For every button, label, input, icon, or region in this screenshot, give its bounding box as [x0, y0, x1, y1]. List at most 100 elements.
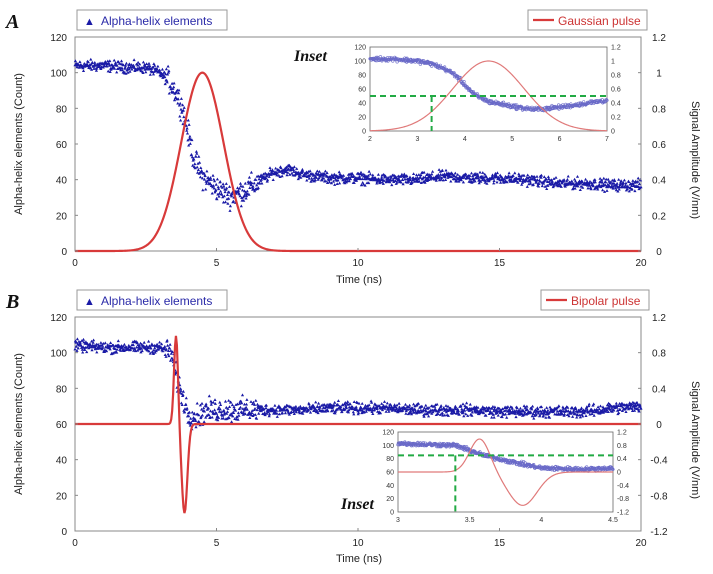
y2-tick-label: 0.8	[652, 104, 666, 115]
panel-a-ylabel: Alpha-helix elements (Count)	[13, 73, 25, 215]
inset-y2-tick-label: 1	[611, 59, 615, 66]
y-tick-label: 60	[56, 140, 68, 151]
y-tick-label: 0	[61, 527, 67, 538]
panel-b-y2-tick-labels: -1.2 -0.8 -0.4 0 0.4 0.8 1.2	[638, 313, 668, 538]
legend-box	[540, 289, 650, 311]
x-tick-label: 10	[352, 538, 364, 549]
triangle-marker-icon: ▲	[84, 16, 95, 28]
legend-box	[76, 9, 228, 31]
y-tick-label: 120	[50, 33, 67, 44]
panel-b-xlabel: Time (ns)	[336, 553, 382, 565]
inset-y2-tick-label: 0.8	[611, 73, 621, 80]
inset-scatter-markers	[368, 55, 609, 113]
y-tick-label: 40	[56, 176, 68, 187]
y2-tick-label: -0.8	[650, 491, 668, 502]
inset-x-tick-label: 4.5	[608, 517, 618, 524]
y-tick-label: 0	[61, 247, 67, 258]
y-tick-label: 60	[56, 420, 68, 431]
inset-y-tick-label: 80	[358, 73, 366, 80]
inset-y2-tick-label: -1.2	[617, 510, 629, 517]
inset-x-tick-label: 3.5	[465, 517, 475, 524]
x-tick-label: 5	[214, 538, 220, 549]
x-tick-label: 15	[494, 258, 506, 269]
inset-y-tick-label: 40	[358, 101, 366, 108]
y-tick-label: 20	[56, 211, 68, 222]
panel-b-legend-left: ▲ Alpha-helix elements	[76, 289, 228, 311]
panel-b-letter: B	[5, 291, 19, 313]
scatter-marker-cloud	[73, 337, 643, 431]
y2-tick-label: 1.2	[652, 33, 666, 44]
y2-tick-label: 0	[656, 247, 662, 258]
inset-y-tick-label: 20	[386, 496, 394, 503]
y2-tick-label: 1.2	[652, 313, 666, 324]
y-tick-label: 100	[50, 69, 67, 80]
inset-y-tick-label: 20	[358, 115, 366, 122]
panel-b-bipolar-line	[75, 335, 641, 514]
inset-y2-tick-label: 1.2	[617, 430, 627, 437]
x-tick-label: 20	[635, 538, 647, 549]
y2-tick-label: -0.4	[650, 456, 668, 467]
panel-b-inset: 3 3.5 4 4.5 0 20 40 60 80 100 120 -1.2 -0.8 -0.4 0 0.4 0…	[382, 430, 629, 525]
inset-x-tick-label: 4	[463, 136, 467, 143]
inset-gaussian-line	[369, 60, 608, 132]
inset-y2-tick-label: -0.4	[617, 483, 629, 490]
inset-y-tick-label: 100	[354, 59, 366, 66]
panel-b-ylabel: Alpha-helix elements (Count)	[13, 353, 25, 495]
panel-b-y2label: Signal Amplitude (V/nm)	[689, 381, 701, 499]
inset-x-tick-label: 7	[605, 136, 609, 143]
y2-tick-label: 0.6	[652, 140, 666, 151]
y-tick-label: 20	[56, 491, 68, 502]
inset-y-tick-label: 40	[386, 483, 394, 490]
legend-box	[76, 289, 228, 311]
inset-y-tick-label: 100	[382, 443, 394, 450]
panel-a-letter: A	[4, 11, 19, 33]
legend-box	[527, 9, 648, 31]
y2-tick-label: -1.2	[650, 527, 668, 538]
y2-tick-label: 0.4	[652, 176, 666, 187]
panel-a-inset-word: Inset	[293, 48, 327, 65]
panel-a-y-tick-labels: 0 20 40 60 80 100 120	[50, 33, 78, 258]
panel-a-legend-right: Gaussian pulse	[527, 9, 648, 31]
inset-x-tick-label: 3	[396, 517, 400, 524]
inset-y2-tick-label: 0.2	[611, 115, 621, 122]
x-tick-label: 0	[72, 538, 78, 549]
legend-label-alpha-helix: Alpha-helix elements	[101, 14, 212, 28]
panel-b-inset-word: Inset	[340, 496, 374, 513]
inset-x-tick-label: 2	[368, 136, 372, 143]
inset-tick-labels: 3 3.5 4 4.5 0 20 40 60 80 100 120 -1.2 -0.8 -0.4 0 0.4 0…	[382, 430, 629, 525]
inset-x-tick-label: 3	[415, 136, 419, 143]
inset-y2-tick-label: 0.6	[611, 87, 621, 94]
legend-label-alpha-helix: Alpha-helix elements	[101, 294, 212, 308]
inset-scatter-series	[368, 55, 609, 113]
inset-y-tick-label: 0	[362, 129, 366, 136]
y-tick-label: 100	[50, 349, 67, 360]
inset-y-tick-label: 120	[382, 430, 394, 437]
inset-y2-tick-label: 0.4	[611, 101, 621, 108]
y2-tick-label: 0.8	[652, 349, 666, 360]
panel-b-x-tick-labels: 0 5 10 15 20	[72, 528, 647, 549]
x-tick-label: 20	[635, 258, 647, 269]
panel-a-legend-left: ▲ Alpha-helix elements	[76, 9, 228, 31]
inset-y2-tick-label: 1.2	[611, 45, 621, 52]
inset-y-tick-label: 80	[386, 456, 394, 463]
inset-y-tick-label: 60	[386, 470, 394, 477]
panel-a-y2-tick-labels: 0 0.2 0.4 0.6 0.8 1 1.2	[638, 33, 666, 258]
inset-y2-tick-label: 0	[611, 129, 615, 136]
inset-y-tick-label: 120	[354, 45, 366, 52]
inset-y-tick-label: 60	[358, 87, 366, 94]
panel-a-y2label: Signal Amplitude (V/nm)	[689, 101, 701, 219]
y2-tick-label: 1	[656, 69, 662, 80]
y-tick-label: 80	[56, 384, 68, 395]
triangle-marker-icon: ▲	[84, 296, 95, 308]
x-tick-label: 15	[494, 538, 506, 549]
x-tick-label: 0	[72, 258, 78, 269]
inset-y-tick-label: 0	[390, 510, 394, 517]
x-tick-label: 5	[214, 258, 220, 269]
legend-label-bipolar: Bipolar pulse	[571, 294, 641, 308]
inset-y2-tick-label: 0.8	[617, 443, 627, 450]
inset-y2-tick-label: -0.8	[617, 496, 629, 503]
